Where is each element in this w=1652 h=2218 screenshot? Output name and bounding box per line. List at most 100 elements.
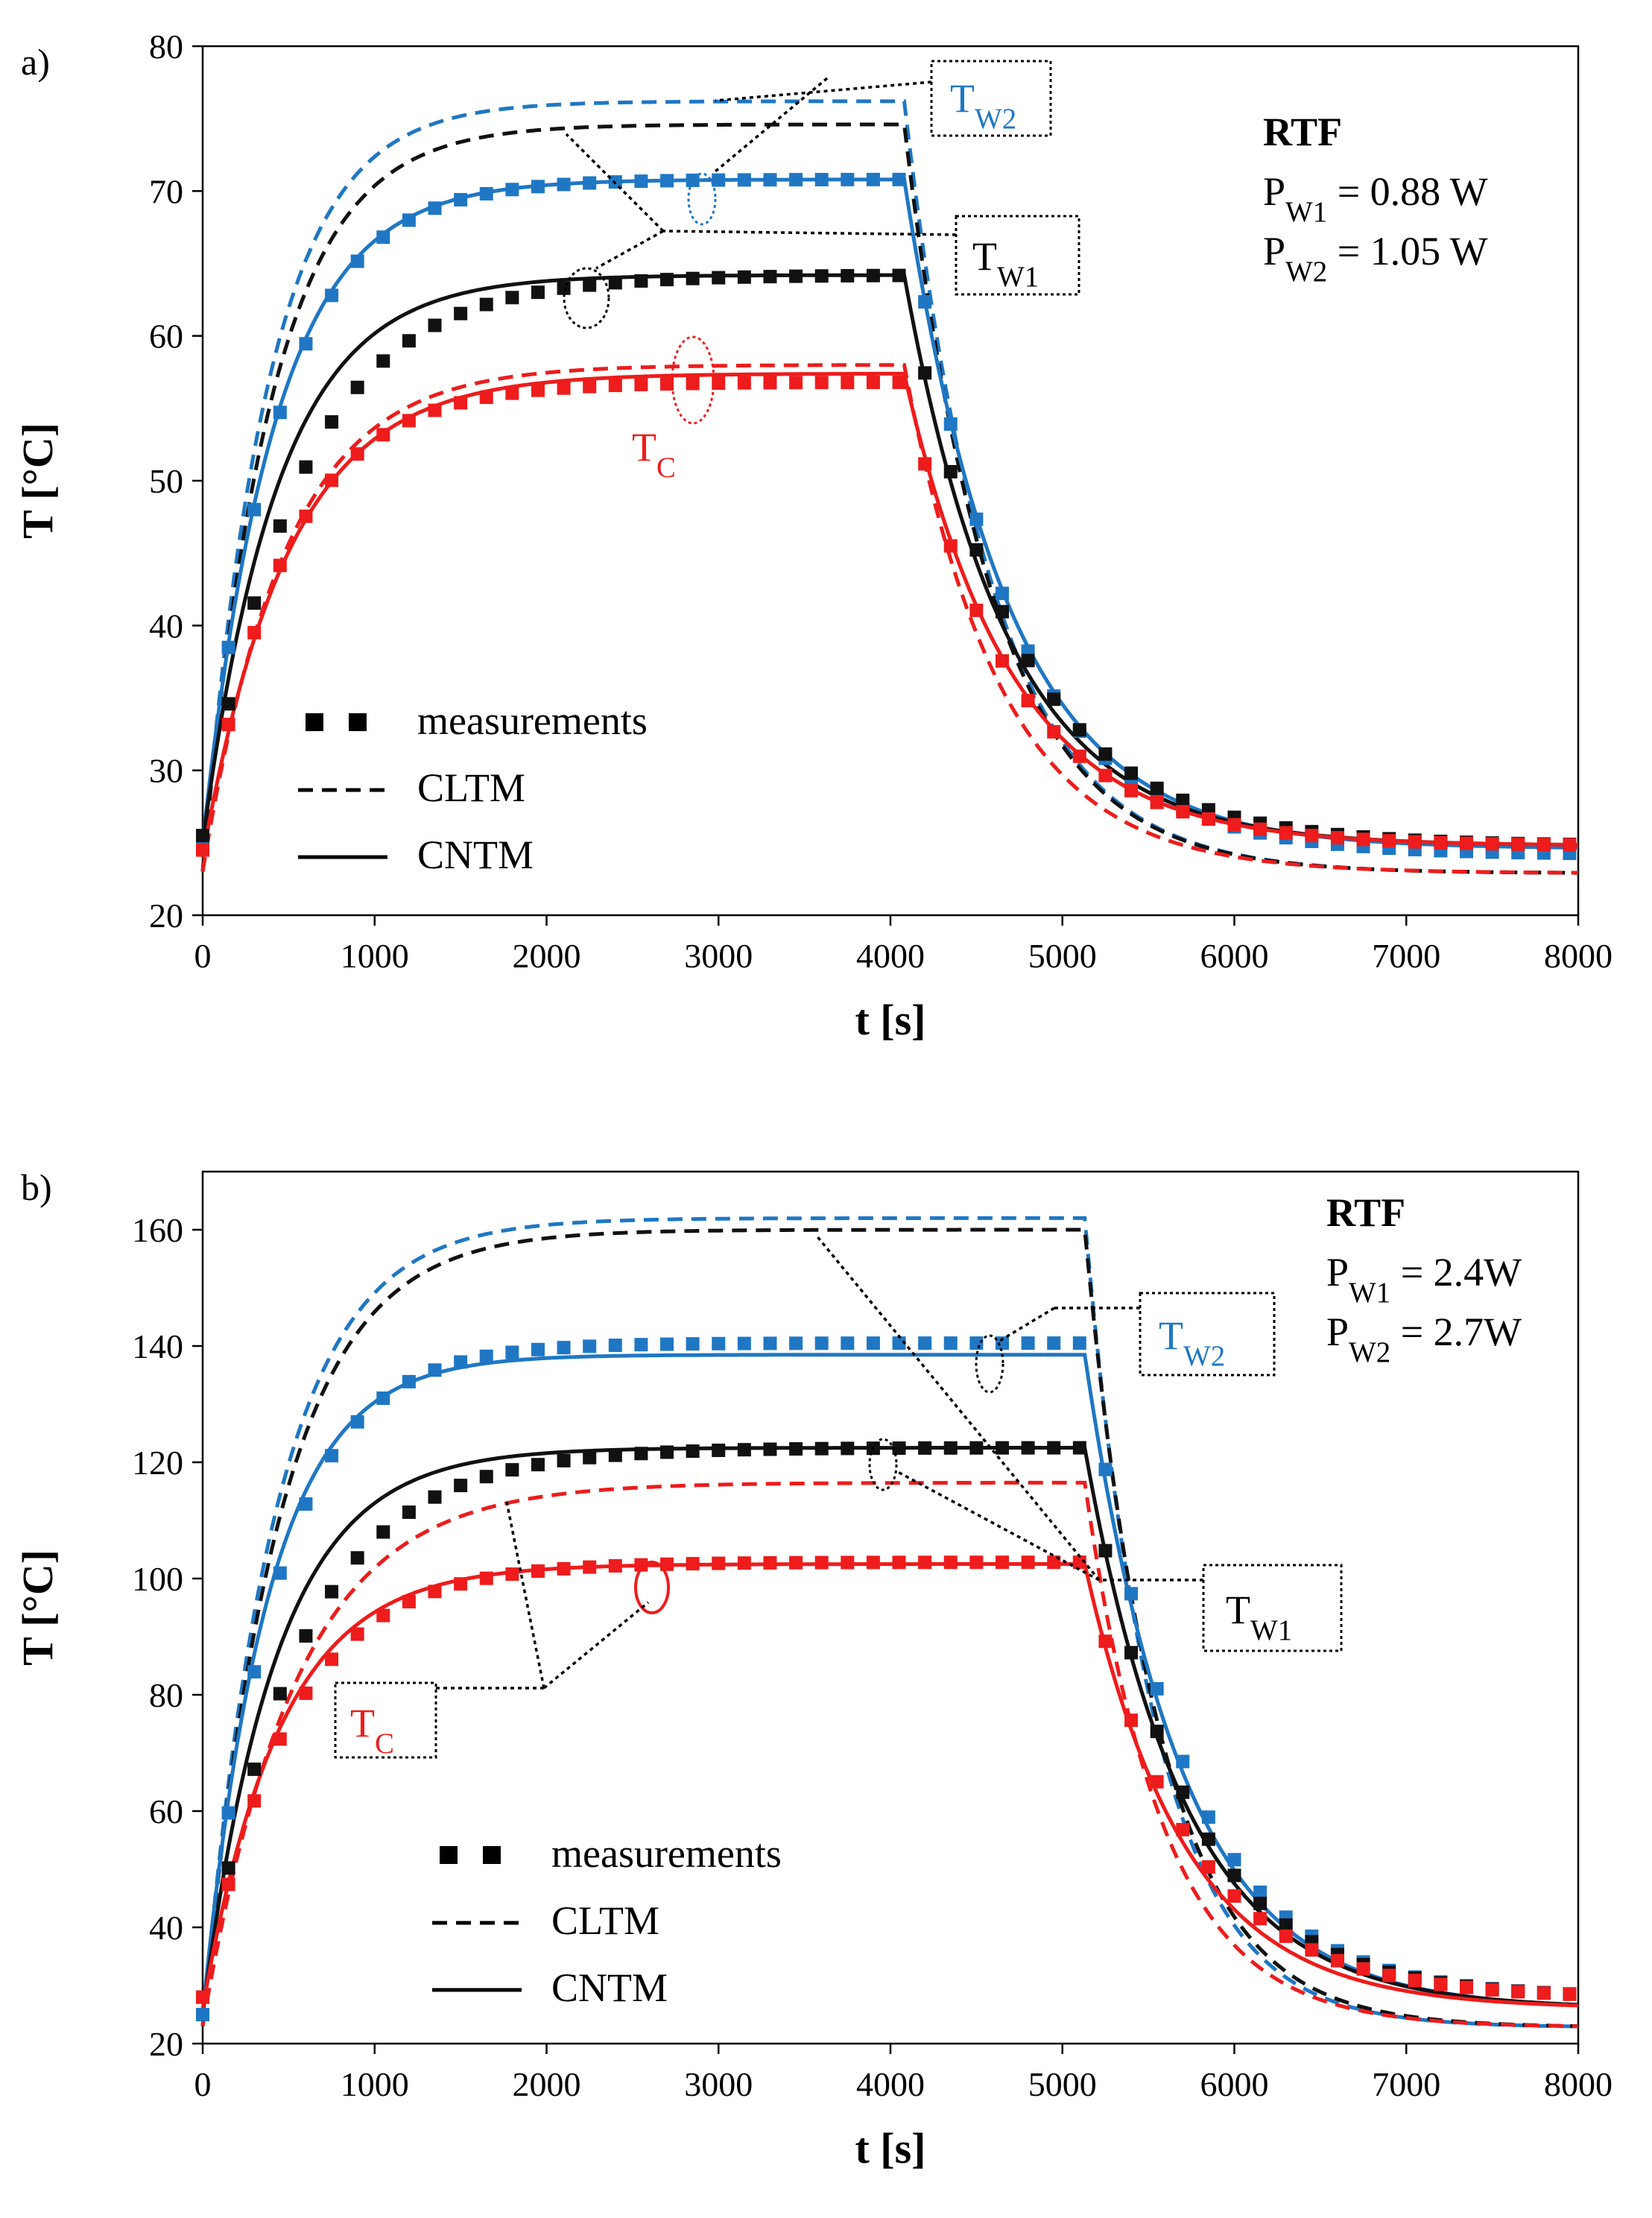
measurement-point-2	[325, 473, 339, 487]
x-tick-label: 0	[194, 2065, 212, 2103]
y-axis-title: T [°C]	[13, 1549, 62, 1666]
annotation-arrow-0	[715, 80, 932, 102]
annotation-arrow-3	[565, 133, 665, 233]
y-tick-label: 40	[149, 1909, 183, 1947]
y-tick-label: 20	[149, 897, 183, 935]
y-tick-label: 20	[149, 2025, 183, 2063]
measurement-point-0	[454, 1355, 468, 1369]
measurement-point-2	[428, 1584, 442, 1599]
measurement-point-0	[454, 192, 468, 206]
series-line-2	[200, 363, 1578, 875]
legend-measurements-label: measurements	[417, 698, 648, 743]
measurement-point-2	[299, 509, 313, 523]
measurement-point-1	[634, 1447, 648, 1461]
measurement-point-0	[376, 230, 390, 244]
measurement-point-1	[350, 380, 364, 394]
measurement-point-1	[583, 278, 597, 292]
series-line-1	[200, 1228, 1579, 2029]
measurement-point-2	[1537, 1986, 1551, 2000]
measurement-point-2	[1408, 1974, 1422, 1988]
measurement-point-1	[995, 1441, 1009, 1455]
measurement-point-2	[1408, 835, 1422, 849]
measurement-point-2	[557, 1561, 571, 1576]
measurement-point-1	[943, 464, 958, 478]
measurement-point-2	[1021, 1555, 1035, 1570]
measurement-point-1	[712, 271, 726, 285]
measurement-point-2	[273, 1732, 287, 1746]
measurement-point-0	[841, 172, 855, 186]
measurement-point-1	[1150, 781, 1164, 795]
panel-b: b) 20 40 60 80 100 120 140 160 0 1000 2000 3000 4000 5…	[13, 1166, 1613, 2173]
measurement-point-2	[841, 376, 855, 390]
measurement-point-0	[943, 417, 958, 431]
measurement-point-1	[737, 270, 751, 284]
x-tick-label: 8000	[1544, 2065, 1613, 2103]
measurement-point-0	[943, 1336, 958, 1350]
measurement-point-0	[325, 1449, 339, 1463]
measurement-point-2	[196, 843, 209, 857]
measurement-point-1	[299, 460, 313, 474]
measurement-point-2	[1279, 1929, 1293, 1943]
measurement-point-0	[1253, 1885, 1268, 1899]
measurement-point-0	[866, 172, 880, 186]
measurement-point-2	[789, 1555, 803, 1570]
measurement-point-2	[247, 625, 262, 639]
x-axis-title: t [s]	[855, 2124, 925, 2173]
tc-label: TC	[350, 1701, 394, 1760]
measurement-point-1	[247, 1762, 262, 1776]
measurement-point-0	[995, 1336, 1009, 1350]
measurement-point-2	[1434, 1977, 1448, 1991]
info-power-w2: PW2 = 2.7W	[1326, 1309, 1522, 1368]
measurement-point-2	[608, 1558, 622, 1573]
measurement-point-2	[1098, 768, 1113, 783]
info-power-w1: PW1 = 0.88 W	[1263, 169, 1488, 228]
legend-measurement-marker	[483, 1846, 501, 1864]
y-tick-label: 100	[132, 1560, 183, 1598]
measurement-point-1	[402, 1505, 416, 1519]
tw2-label-box	[1139, 1292, 1276, 1377]
measurement-point-1	[737, 1443, 751, 1457]
x-tick-label: 1000	[341, 937, 409, 975]
measurement-point-1	[712, 1443, 726, 1457]
measurement-point-0	[737, 173, 751, 187]
measurement-point-0	[1098, 1462, 1113, 1476]
x-tick-label: 2000	[513, 2065, 581, 2103]
measurement-point-2	[1047, 724, 1061, 739]
measurement-point-2	[712, 376, 726, 391]
measurement-point-0	[712, 1336, 726, 1350]
measurement-point-2	[1330, 831, 1344, 845]
measurement-point-1	[1072, 1441, 1086, 1455]
y-tick-label: 80	[149, 28, 183, 66]
measurement-point-0	[918, 294, 932, 309]
measurement-point-2	[814, 1555, 829, 1570]
tc-ellipse	[671, 335, 715, 425]
measurement-point-2	[1098, 1634, 1113, 1649]
y-tick-label: 60	[149, 317, 183, 356]
y-axis-title: T [°C]	[13, 423, 62, 539]
measurement-point-1	[841, 1441, 855, 1456]
measurement-point-2	[454, 396, 468, 410]
measurement-point-2	[660, 377, 674, 391]
measurement-point-2	[531, 383, 545, 397]
y-tick-label: 60	[149, 1792, 183, 1830]
panel-a: a) 20 30 40 50 60 70 80 0 1000 2000 3000 4000 5000 600…	[13, 28, 1613, 1044]
measurement-point-2	[325, 1652, 339, 1666]
measurement-point-2	[1072, 749, 1086, 763]
measurement-point-0	[841, 1336, 855, 1350]
measurement-point-0	[712, 173, 726, 187]
measurement-point-0	[221, 1806, 235, 1820]
measurement-point-1	[943, 1441, 958, 1455]
measurement-point-0	[531, 180, 545, 194]
annotation-arrow-6	[505, 1501, 545, 1689]
measurement-point-2	[1356, 1962, 1370, 1976]
measurement-point-2	[1511, 837, 1525, 851]
measurement-point-1	[660, 1445, 674, 1459]
x-axis-title: t [s]	[855, 996, 925, 1044]
measurement-point-1	[1201, 1832, 1215, 1846]
measurement-point-1	[969, 543, 984, 557]
measurement-point-2	[1253, 822, 1268, 836]
measurement-point-2	[763, 376, 777, 390]
measurement-point-2	[428, 403, 442, 417]
measurement-point-2	[479, 1571, 493, 1585]
tc-ellipse	[634, 1561, 670, 1614]
